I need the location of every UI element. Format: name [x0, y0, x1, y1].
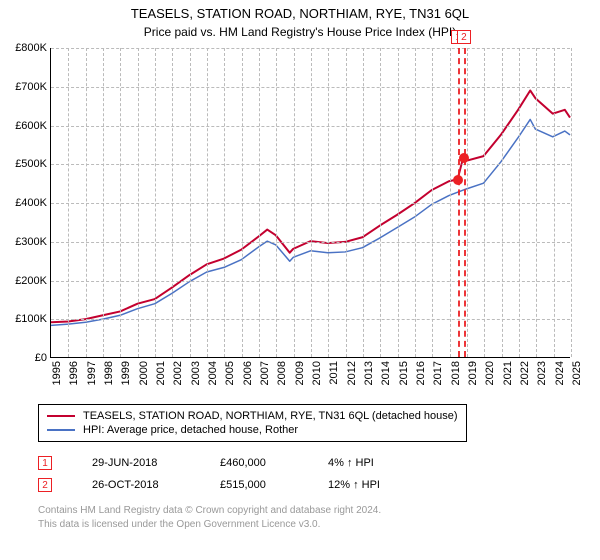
transaction-pct: 4% ↑ HPI [328, 457, 428, 469]
x-axis-label: 2004 [207, 361, 219, 385]
marker-line [464, 48, 466, 357]
transaction-row: 1 29-JUN-2018 £460,000 4% ↑ HPI [38, 452, 428, 474]
x-axis-label: 2009 [294, 361, 306, 385]
marker-line [458, 48, 460, 357]
x-axis-label: 1999 [120, 361, 132, 385]
gridline-v [363, 48, 364, 357]
x-axis-label: 2010 [311, 361, 323, 385]
gridline-v [450, 48, 451, 357]
gridline-v [415, 48, 416, 357]
x-axis-label: 2005 [224, 361, 236, 385]
gridline-v [519, 48, 520, 357]
x-axis-label: 2024 [554, 361, 566, 385]
gridline-v [571, 48, 572, 357]
legend-label: TEASELS, STATION ROAD, NORTHIAM, RYE, TN… [83, 410, 458, 422]
footer-attribution: Contains HM Land Registry data © Crown c… [38, 504, 381, 531]
legend-box: TEASELS, STATION ROAD, NORTHIAM, RYE, TN… [38, 404, 467, 442]
y-axis-label: £500K [15, 158, 47, 170]
x-axis-label: 2002 [172, 361, 184, 385]
gridline-v [467, 48, 468, 357]
x-axis-label: 2003 [190, 361, 202, 385]
marker-dot [459, 153, 469, 163]
gridline-v [554, 48, 555, 357]
transaction-price: £515,000 [220, 479, 310, 491]
y-axis-label: £800K [15, 42, 47, 54]
x-axis-label: 2015 [398, 361, 410, 385]
x-axis-label: 2014 [380, 361, 392, 385]
footer-line-2: This data is licensed under the Open Gov… [38, 518, 381, 532]
marker-badge: 2 [457, 30, 471, 44]
x-axis-label: 2013 [363, 361, 375, 385]
legend-swatch [47, 429, 75, 431]
legend-label: HPI: Average price, detached house, Roth… [83, 424, 298, 436]
x-axis-label: 1996 [68, 361, 80, 385]
gridline-v [311, 48, 312, 357]
gridline-v [484, 48, 485, 357]
gridline-v [276, 48, 277, 357]
x-axis-label: 2021 [502, 361, 514, 385]
chart-title: TEASELS, STATION ROAD, NORTHIAM, RYE, TN… [0, 0, 600, 21]
chart-plot-area: £0£100K£200K£300K£400K£500K£600K£700K£80… [50, 48, 570, 358]
gridline-v [259, 48, 260, 357]
y-axis-label: £200K [15, 275, 47, 287]
x-axis-label: 2016 [415, 361, 427, 385]
gridline-v [155, 48, 156, 357]
transaction-date: 26-OCT-2018 [92, 479, 202, 491]
gridline-v [242, 48, 243, 357]
y-axis-label: £100K [15, 313, 47, 325]
x-axis-label: 2011 [328, 361, 340, 385]
legend-swatch [47, 415, 75, 417]
gridline-v [502, 48, 503, 357]
x-axis-label: 2023 [536, 361, 548, 385]
transaction-table: 1 29-JUN-2018 £460,000 4% ↑ HPI 2 26-OCT-2018… [38, 452, 428, 496]
gridline-v [68, 48, 69, 357]
transaction-date: 29-JUN-2018 [92, 457, 202, 469]
gridline-v [432, 48, 433, 357]
gridline-v [346, 48, 347, 357]
legend-row: TEASELS, STATION ROAD, NORTHIAM, RYE, TN… [47, 409, 458, 423]
y-axis-label: £700K [15, 81, 47, 93]
gridline-v [328, 48, 329, 357]
x-axis-label: 2006 [242, 361, 254, 385]
x-axis-label: 1997 [86, 361, 98, 385]
x-axis-label: 2007 [259, 361, 271, 385]
transaction-badge: 1 [38, 456, 52, 470]
x-axis-label: 2008 [276, 361, 288, 385]
gridline-v [86, 48, 87, 357]
gridline-v [294, 48, 295, 357]
y-axis-label: £400K [15, 197, 47, 209]
y-axis-label: £600K [15, 120, 47, 132]
transaction-badge: 2 [38, 478, 52, 492]
marker-dot [453, 175, 463, 185]
y-axis-label: £0 [35, 352, 47, 364]
gridline-v [120, 48, 121, 357]
gridline-v [536, 48, 537, 357]
gridline-v [103, 48, 104, 357]
x-axis-label: 2001 [155, 361, 167, 385]
chart-subtitle: Price paid vs. HM Land Registry's House … [0, 21, 600, 39]
transaction-price: £460,000 [220, 457, 310, 469]
gridline-v [224, 48, 225, 357]
x-axis-label: 2017 [432, 361, 444, 385]
transaction-pct: 12% ↑ HPI [328, 479, 428, 491]
x-axis-label: 2000 [138, 361, 150, 385]
gridline-v [172, 48, 173, 357]
y-axis-label: £300K [15, 236, 47, 248]
gridline-v [190, 48, 191, 357]
x-axis-label: 2025 [571, 361, 583, 385]
x-axis-label: 1998 [103, 361, 115, 385]
x-axis-label: 2019 [467, 361, 479, 385]
gridline-v [207, 48, 208, 357]
gridline-v [380, 48, 381, 357]
footer-line-1: Contains HM Land Registry data © Crown c… [38, 504, 381, 518]
x-axis-label: 2022 [519, 361, 531, 385]
x-axis-label: 1995 [51, 361, 63, 385]
gridline-v [398, 48, 399, 357]
gridline-v [138, 48, 139, 357]
x-axis-label: 2012 [346, 361, 358, 385]
transaction-row: 2 26-OCT-2018 £515,000 12% ↑ HPI [38, 474, 428, 496]
x-axis-label: 2018 [450, 361, 462, 385]
legend-row: HPI: Average price, detached house, Roth… [47, 423, 458, 437]
x-axis-label: 2020 [484, 361, 496, 385]
